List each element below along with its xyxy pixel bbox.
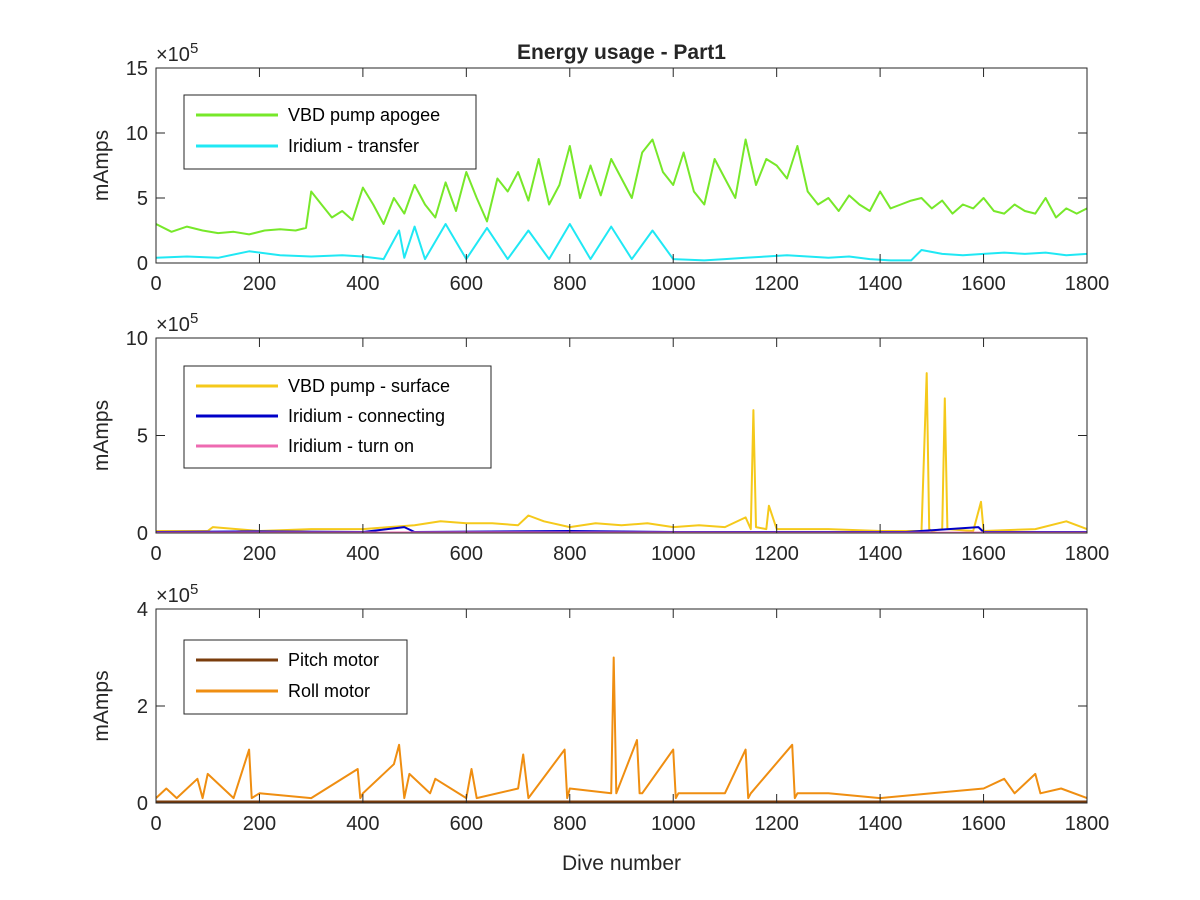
legend-box (183, 639, 408, 715)
x-tick-label: 1200 (754, 813, 799, 835)
exponent-base: ×10 (156, 585, 190, 607)
x-tick-label: 1800 (1065, 273, 1110, 295)
x-tick-label: 800 (553, 273, 586, 295)
axis-exponent: ×105 (156, 40, 198, 66)
x-tick-label: 600 (450, 273, 483, 295)
subplot-surface-iridium: 0 200 400 600 800 1000 1200 1400 1600 1800 0 5 10 ×10… (90, 310, 1109, 565)
y-tick-label: 0 (137, 523, 148, 545)
y-tick-label: 0 (137, 793, 148, 815)
legend: Pitch motor Roll motor (183, 639, 408, 715)
chart-title: Energy usage - Part1 (517, 41, 726, 64)
x-tick-label: 800 (553, 813, 586, 835)
x-axis-label: Dive number (562, 852, 681, 875)
axes-box (155, 67, 1088, 264)
x-tick-label: 600 (450, 543, 483, 565)
x-tick-label: 1000 (651, 543, 696, 565)
x-tick-label: 1400 (858, 813, 903, 835)
axis-exponent: ×105 (156, 581, 198, 607)
x-tick-label: 1600 (961, 813, 1006, 835)
series-line-roll-motor (156, 656, 1087, 800)
exponent-base: ×10 (156, 44, 190, 66)
y-tick-label: 5 (137, 426, 148, 448)
x-tick-label: 1400 (858, 543, 903, 565)
x-tick-label: 200 (243, 543, 276, 565)
exponent-power: 5 (190, 310, 198, 327)
y-tick-label: 5 (137, 188, 148, 210)
series-lines (156, 656, 1087, 803)
x-tick-label: 1600 (961, 273, 1006, 295)
legend-entry: VBD pump - surface (288, 376, 450, 396)
x-tick-label: 200 (243, 273, 276, 295)
legend-entry: VBD pump apogee (288, 105, 440, 125)
y-axis-label: mAmps (90, 130, 113, 201)
legend-entry: Iridium - turn on (288, 436, 414, 456)
y-tick-label: 0 (137, 253, 148, 275)
exponent-base: ×10 (156, 314, 190, 336)
x-tick-label: 800 (553, 543, 586, 565)
x-tick-label: 400 (346, 273, 379, 295)
x-tick-label: 1200 (754, 273, 799, 295)
x-tick-label: 400 (346, 813, 379, 835)
exponent-power: 5 (190, 40, 198, 57)
series-lines (156, 138, 1087, 262)
x-tick-label: 400 (346, 543, 379, 565)
x-tick-label: 1600 (961, 543, 1006, 565)
x-tick-label: 0 (150, 813, 161, 835)
x-tick-label: 1000 (651, 273, 696, 295)
legend: VBD pump - surface Iridium - connecting Ir… (183, 365, 492, 469)
legend-entry: Roll motor (288, 681, 370, 701)
y-axis-label: mAmps (90, 400, 113, 471)
legend-entry: Iridium - transfer (288, 136, 419, 156)
x-tick-label: 1800 (1065, 543, 1110, 565)
x-tick-label: 0 (150, 543, 161, 565)
x-tick-label: 1200 (754, 543, 799, 565)
legend: VBD pump apogee Iridium - transfer (183, 94, 477, 170)
subplot-motors: 0 200 400 600 800 1000 1200 1400 1600 1800 0 2 4 ×105… (90, 581, 1109, 875)
legend-entry: Iridium - connecting (288, 406, 445, 426)
axis-exponent: ×105 (156, 310, 198, 336)
y-tick-label: 2 (137, 696, 148, 718)
x-tick-label: 1000 (651, 813, 696, 835)
y-tick-label: 15 (126, 58, 148, 80)
series-line-vbd-pump-surface (156, 372, 1087, 532)
x-tick-label: 1400 (858, 273, 903, 295)
y-tick-label: 10 (126, 123, 148, 145)
exponent-power: 5 (190, 581, 198, 598)
y-axis-label: mAmps (90, 670, 113, 741)
x-tick-label: 600 (450, 813, 483, 835)
x-tick-label: 200 (243, 813, 276, 835)
series-line-vbd-pump-apogee (156, 138, 1087, 236)
x-tick-label: 1800 (1065, 813, 1110, 835)
subplot-vbd-iridium: 0 200 400 600 800 1000 1200 1400 1600 1800 0 5 10 15 ×… (90, 40, 1109, 295)
series-line-iridium-transfer (156, 223, 1087, 262)
legend-entry: Pitch motor (288, 650, 379, 670)
y-tick-label: 10 (126, 328, 148, 350)
x-tick-label: 0 (150, 273, 161, 295)
y-tick-label: 4 (137, 599, 148, 621)
legend-box (183, 94, 477, 170)
